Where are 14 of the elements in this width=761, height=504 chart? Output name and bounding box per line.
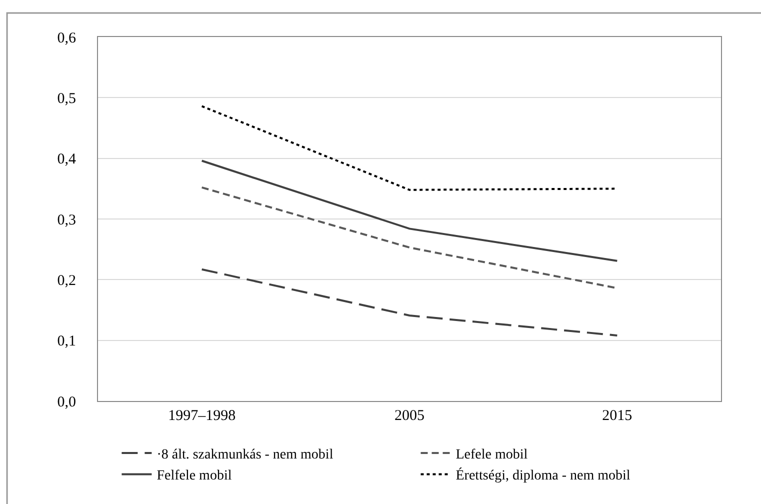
y-tick-label: 0,4 (57, 152, 76, 168)
legend-label: Érettségi, diploma - nem mobil (456, 466, 630, 484)
y-tick-label: 0,6 (57, 30, 76, 46)
x-tick-label: 2015 (602, 408, 632, 424)
x-tick-label: 1997–1998 (168, 408, 236, 424)
y-tick-label: 0,1 (57, 334, 76, 350)
legend-label: ·8 ált. szakmunkás - nem mobil (156, 447, 334, 462)
y-tick-label: 0,2 (57, 272, 76, 289)
legend-label: Lefele mobil (456, 447, 528, 462)
y-tick-label: 0,5 (57, 90, 76, 107)
legend-label: Felfele mobil (156, 468, 232, 484)
y-tick-label: 0,3 (57, 212, 76, 228)
x-tick-label: 2005 (394, 408, 424, 424)
y-tick-label: 0,0 (57, 394, 76, 410)
